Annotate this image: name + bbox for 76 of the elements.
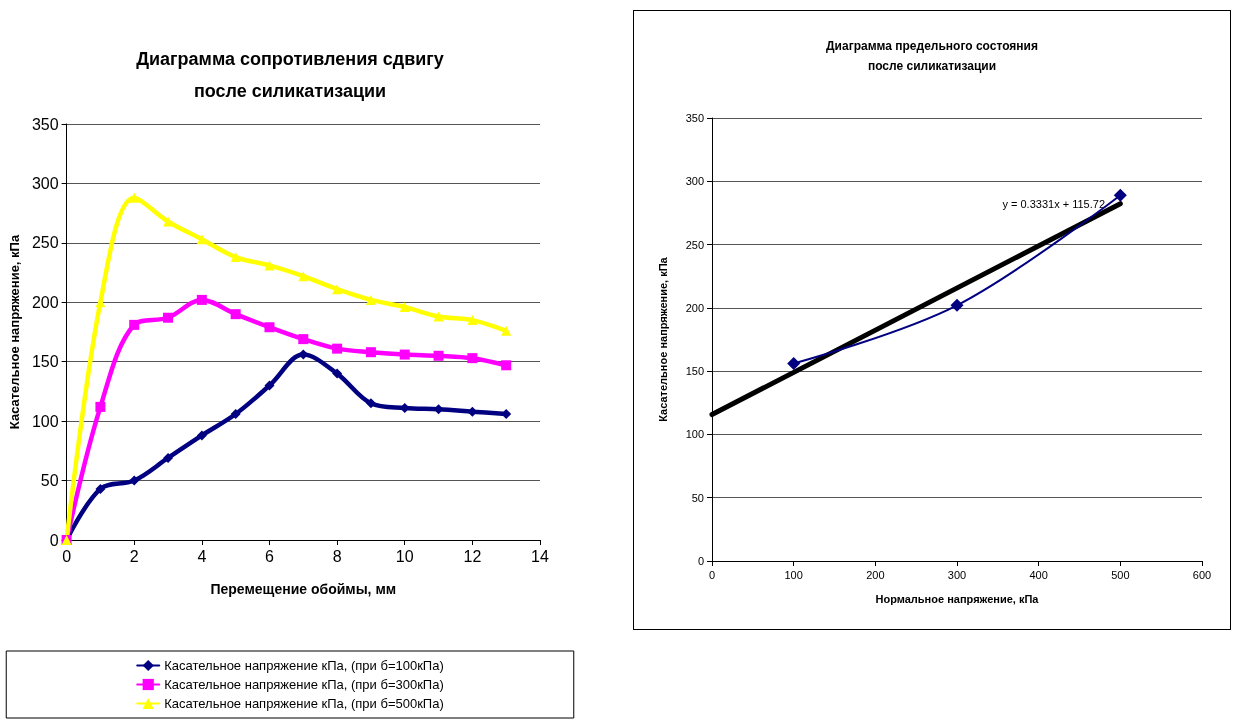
- x-tick-label: 14: [531, 547, 549, 565]
- y-tick-label: 250: [31, 234, 59, 252]
- point: [467, 315, 478, 326]
- point: [433, 350, 444, 361]
- y-axis-title: Касательное напряжение, кПа: [7, 234, 22, 430]
- point: [264, 260, 275, 271]
- y-tick-label: 0: [49, 531, 59, 549]
- annotation: y = 0.3331x + 115.72: [1002, 197, 1105, 210]
- point: [365, 294, 376, 305]
- point: [298, 334, 309, 345]
- point: [399, 349, 410, 360]
- point: [264, 322, 275, 333]
- x-tick-label: 500: [1111, 568, 1130, 581]
- y-tick-label: 50: [691, 491, 704, 504]
- y-tick-label: 200: [685, 301, 704, 314]
- point: [950, 298, 964, 312]
- point: [196, 234, 207, 245]
- point: [129, 475, 140, 486]
- y-tick-label: 300: [685, 175, 704, 188]
- x-tick-label: 0: [62, 547, 72, 565]
- legend-label: Касательное напряжение кПа, (при б=500кПа): [164, 696, 444, 711]
- legend-label: Касательное напряжение кПа, (при б=100кПа): [164, 658, 444, 673]
- point: [230, 309, 241, 320]
- point: [332, 368, 343, 379]
- legend-label: Касательное напряжение кПа, (при б=300кПа): [164, 677, 444, 692]
- y-tick-label: 200: [31, 293, 59, 311]
- x-tick-label: 12: [463, 547, 482, 565]
- y-tick-label: 150: [31, 353, 59, 371]
- y-tick-label: 100: [685, 428, 704, 441]
- x-tick-label: 10: [395, 547, 414, 565]
- x-tick-label: 300: [947, 568, 967, 581]
- x-tick-label: 400: [1029, 568, 1048, 581]
- point: [163, 452, 174, 463]
- point: [196, 294, 207, 305]
- y-tick-label: 300: [31, 174, 59, 192]
- x-axis-title: Перемещение обоймы, мм: [210, 581, 397, 597]
- point: [264, 380, 275, 391]
- point: [129, 192, 140, 203]
- y-tick-label: 350: [685, 112, 704, 124]
- point: [787, 357, 801, 371]
- point: [163, 216, 174, 227]
- x-tick-label: 2: [129, 547, 139, 565]
- point: [365, 398, 376, 409]
- point: [95, 483, 106, 494]
- point: [501, 360, 512, 371]
- y-tick-label: 150: [685, 365, 704, 378]
- x-tick-label: 100: [784, 568, 803, 581]
- x-tick-label: 200: [866, 568, 885, 581]
- y-tick-label: 250: [685, 238, 704, 251]
- x-tick-label: 0: [708, 568, 716, 581]
- point: [501, 325, 512, 336]
- point: [163, 312, 174, 323]
- point: [467, 353, 478, 364]
- point: [365, 347, 376, 358]
- x-axis-title: Нормальное напряжение, кПа: [875, 592, 1040, 605]
- point: [129, 319, 140, 330]
- x-tick-label: 4: [197, 547, 207, 565]
- point: [196, 430, 207, 441]
- point: [95, 401, 106, 412]
- point: [332, 284, 343, 295]
- x-tick-label: 8: [332, 547, 342, 565]
- point: [230, 252, 241, 263]
- y-tick-label: 100: [31, 412, 59, 430]
- chart-title: Диаграмма предельного состояния после силикатизации: [826, 39, 1038, 73]
- point: [433, 311, 444, 322]
- point: [1113, 188, 1127, 202]
- y-axis-title: Касательное напряжение, кПа: [656, 256, 669, 422]
- point: [399, 302, 410, 313]
- y-tick-label: 350: [31, 115, 59, 133]
- point: [298, 271, 309, 282]
- x-tick-label: 600: [1192, 568, 1212, 581]
- x-tick-label: 6: [265, 547, 275, 565]
- y-tick-label: 50: [40, 472, 59, 490]
- point: [230, 409, 241, 420]
- point: [332, 343, 343, 354]
- chart-title: Диаграмма сопротивления сдвигу после силикатизации: [136, 49, 444, 101]
